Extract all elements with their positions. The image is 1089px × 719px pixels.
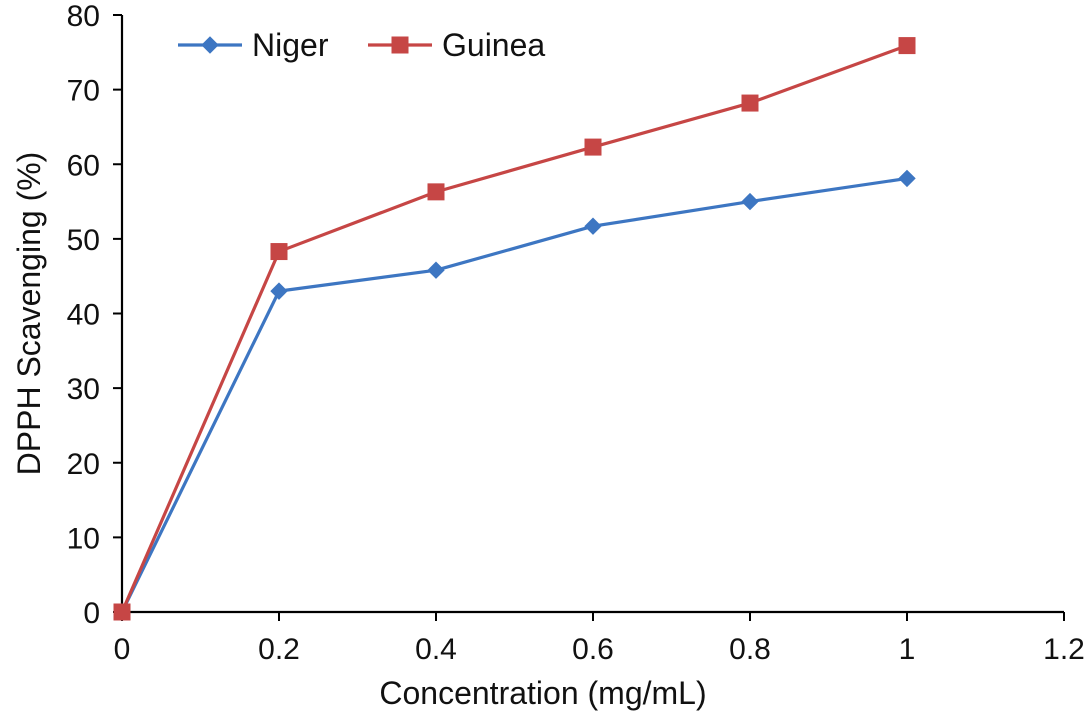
y-tick-label: 10 xyxy=(67,522,100,555)
series-line-guinea xyxy=(120,44,908,613)
y-tick-label: 60 xyxy=(67,149,100,182)
data-point-niger xyxy=(427,261,445,279)
series-niger xyxy=(113,169,916,621)
legend-marker-niger xyxy=(201,36,219,54)
series-guinea xyxy=(113,37,916,621)
legend-label-guinea: Guinea xyxy=(442,27,545,63)
y-tick-label: 40 xyxy=(67,299,100,332)
x-tick-label: 0.8 xyxy=(729,633,771,666)
data-point-niger xyxy=(584,217,602,235)
legend-item-niger: Niger xyxy=(178,27,329,63)
data-point-niger xyxy=(898,169,916,188)
data-point-guinea xyxy=(427,183,445,201)
legend-item-guinea: Guinea xyxy=(368,27,545,63)
y-axis-title: DPPH Scavenging (%) xyxy=(11,152,47,476)
data-point-guinea xyxy=(113,603,131,621)
axes: 0 10 20 30 40 50 60 70 80 0 0.2 0.4 0.6 0.8 1 1.2 xyxy=(67,0,1085,666)
series-line-niger xyxy=(120,176,908,613)
data-point-guinea xyxy=(584,138,602,156)
x-tick-label: 1.2 xyxy=(1043,633,1085,666)
data-point-niger xyxy=(270,282,288,300)
series-layer xyxy=(113,37,916,621)
x-tick-label: 0.6 xyxy=(572,633,614,666)
legend-label-niger: Niger xyxy=(252,27,329,63)
legend: Niger Guinea xyxy=(178,27,545,63)
y-tick-label: 70 xyxy=(67,75,100,108)
data-point-guinea xyxy=(898,37,916,55)
x-tick-label: 0.2 xyxy=(258,633,300,666)
data-point-guinea xyxy=(270,243,288,261)
data-point-niger xyxy=(741,192,759,211)
y-tick-label: 0 xyxy=(83,597,100,630)
y-tick-label: 50 xyxy=(67,224,100,257)
x-axis-title: Concentration (mg/mL) xyxy=(379,675,706,711)
y-tick-label: 20 xyxy=(67,448,100,481)
x-tick-label: 1 xyxy=(899,633,916,666)
data-point-guinea xyxy=(741,94,759,112)
x-tick-label: 0 xyxy=(114,633,131,666)
x-tick-label: 0.4 xyxy=(415,633,457,666)
y-tick-label: 30 xyxy=(67,373,100,406)
y-tick-label: 80 xyxy=(67,0,100,33)
legend-marker-guinea xyxy=(391,36,409,54)
